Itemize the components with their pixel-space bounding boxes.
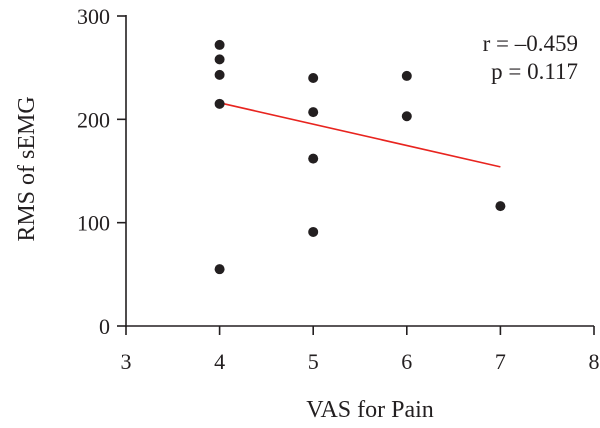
data-points	[214, 39, 506, 275]
x-tick-label: 6	[401, 349, 412, 374]
y-tick-label: 300	[77, 4, 110, 29]
data-point	[401, 111, 412, 122]
x-tick-label: 7	[495, 349, 506, 374]
data-point	[308, 226, 319, 237]
data-point	[401, 70, 412, 81]
data-point	[214, 69, 225, 80]
x-tick-label: 5	[308, 349, 319, 374]
y-tick-label: 100	[77, 211, 110, 236]
data-point	[308, 107, 319, 118]
data-point	[214, 39, 225, 50]
y-axis-label: RMS of sEMG	[14, 96, 40, 241]
data-point	[214, 98, 225, 109]
axes	[125, 15, 594, 327]
x-tick-label: 3	[121, 349, 132, 374]
p-value-annotation: p = 0.117	[491, 59, 578, 84]
data-point	[214, 54, 225, 65]
data-point	[308, 73, 319, 83]
x-tick-label: 4	[214, 349, 225, 374]
y-tick-label: 200	[77, 107, 110, 132]
x-axis-label: VAS for Pain	[306, 397, 434, 423]
y-tick-label: 0	[99, 314, 110, 339]
correlation-annotation: r = –0.459	[483, 31, 578, 56]
data-point	[214, 264, 225, 275]
trend-line	[219, 102, 501, 168]
x-tick-label: 8	[589, 349, 600, 374]
data-point	[308, 153, 319, 164]
ticks: 0 100 200 300 3 4 5 6 7 8	[77, 4, 600, 374]
data-point	[495, 201, 506, 212]
